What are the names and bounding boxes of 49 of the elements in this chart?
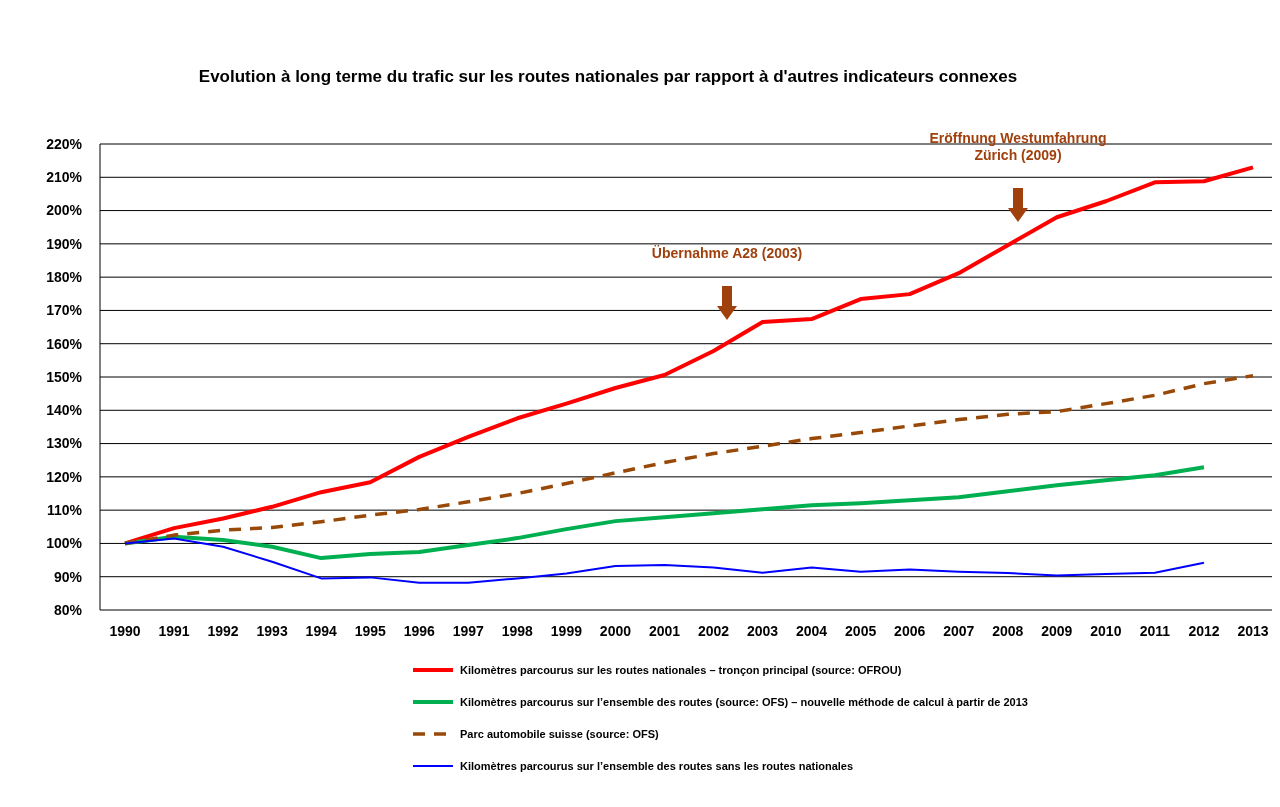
x-tick-label: 2001: [648, 623, 681, 639]
x-tick-label: 2007: [943, 623, 975, 639]
x-tick-label: 1990: [109, 623, 141, 639]
y-tick-label: 100%: [46, 535, 83, 552]
y-tick-label: 220%: [46, 135, 83, 152]
x-tick-label: 2008: [992, 623, 1024, 639]
x-tick-label: 2012: [1188, 623, 1220, 639]
y-tick-label: 140%: [46, 402, 83, 419]
legend-label: Kilomètres parcourus sur les routes nationales – tronçon principal (source: OFROU): [460, 663, 902, 676]
line-series: [123, 465, 1206, 561]
x-tick-label: 1997: [452, 623, 485, 639]
annotation: Übernahme A28 (2003): [651, 245, 803, 261]
line-series: [123, 373, 1255, 546]
x-tick-label: 2005: [845, 623, 877, 639]
legend-label: Parc automobile suisse (source: OFS): [460, 727, 659, 740]
x-tick-label: 2000: [599, 623, 632, 639]
y-tick-label: 90%: [53, 568, 83, 585]
x-tick-label: 2006: [894, 623, 926, 639]
y-tick-label: 130%: [46, 435, 83, 452]
x-tick-label: 2002: [697, 623, 730, 639]
x-tick-label: 1994: [305, 623, 337, 639]
y-tick-label: 180%: [46, 269, 83, 286]
chart-title: Evolution à long terme du trafic sur les routes nationales par rapport à d'autres indicateurs connexes: [198, 67, 1018, 86]
x-tick-label: 2010: [1090, 623, 1122, 639]
x-tick-label: 2004: [796, 623, 828, 639]
y-tick-label: 190%: [46, 235, 83, 252]
x-tick-label: 2003: [746, 623, 779, 639]
x-tick-label: 1998: [501, 623, 534, 639]
y-tick-label: 120%: [46, 468, 83, 485]
x-tick-label: 1991: [158, 623, 190, 639]
x-tick-label: 1999: [550, 623, 583, 639]
x-tick-label: 2013: [1237, 623, 1269, 639]
annotation: Eröffnung Westumfahrung Zürich (2009): [929, 130, 1107, 163]
x-tick-label: 1992: [207, 623, 239, 639]
y-tick-label: 170%: [46, 302, 83, 319]
line-series: [124, 537, 1205, 584]
y-tick-label: 200%: [46, 202, 83, 219]
x-tick-label: 1995: [354, 623, 386, 639]
y-tick-label: 80%: [53, 601, 83, 618]
legend-label: Kilomètres parcourus sur l’ensemble des routes sans les routes nationales: [460, 759, 854, 772]
y-tick-label: 160%: [46, 335, 83, 352]
legend-label: Kilomètres parcourus sur l’ensemble des routes (source: OFS) – nouvelle méthode de calcul à partir de 2013: [460, 695, 1028, 708]
x-tick-label: 1996: [403, 623, 436, 639]
x-tick-label: 1993: [256, 623, 288, 639]
x-tick-label: 2009: [1041, 623, 1073, 639]
x-tick-label: 2011: [1139, 623, 1171, 639]
y-tick-label: 210%: [46, 169, 83, 186]
y-tick-label: 150%: [46, 368, 83, 385]
y-tick-label: 110%: [46, 502, 83, 519]
